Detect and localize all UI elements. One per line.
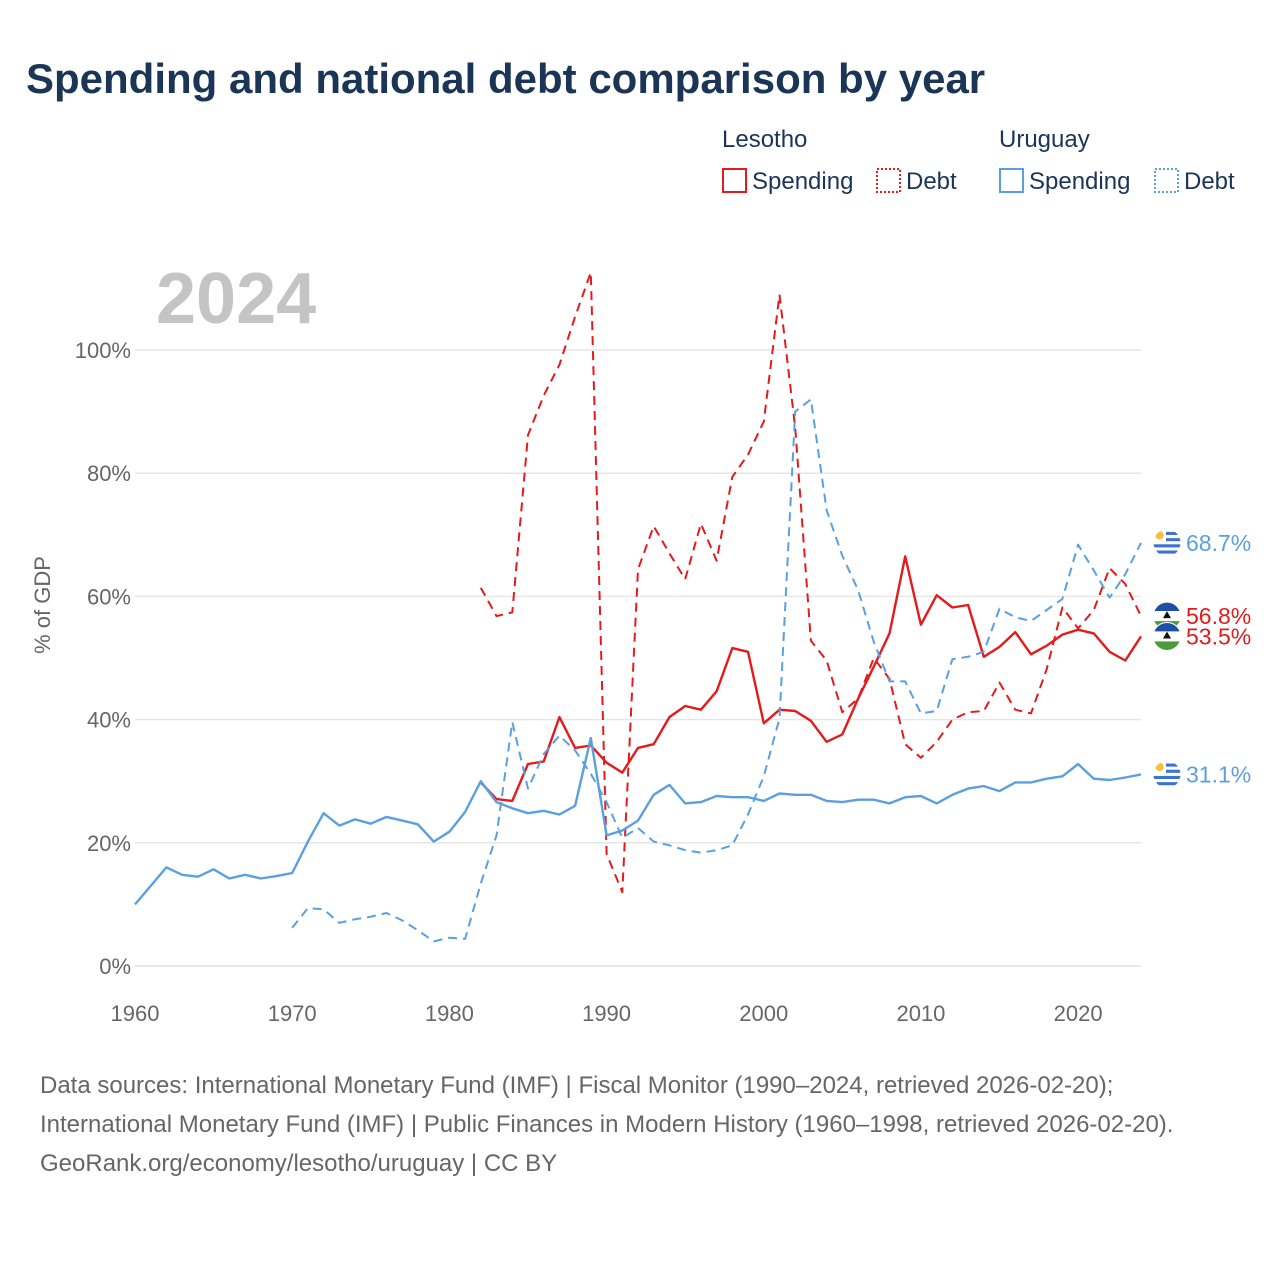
end-value-label: 31.1%: [1186, 761, 1251, 787]
legend-label-uruguay-spending: Spending: [1029, 168, 1130, 195]
series-line-uruguay-spending: [134, 736, 1142, 906]
y-tick-label: 20%: [87, 831, 131, 856]
series-line-lesotho-debt: [479, 271, 1142, 894]
y-tick-label: 60%: [87, 584, 131, 609]
x-tick-label: 2000: [739, 1001, 788, 1026]
legend-swatch-uruguay-debt: [1154, 168, 1179, 193]
year-label: 2024: [156, 259, 316, 339]
legend-group-uruguay: Uruguay: [999, 126, 1090, 153]
x-tick-label: 2010: [896, 1001, 945, 1026]
end-value-label: 56.8%: [1186, 603, 1251, 629]
legend-swatch-lesotho-debt: [876, 168, 901, 193]
uruguay-flag-icon: [1152, 759, 1182, 789]
series-line-lesotho-spending: [479, 555, 1143, 803]
legend-label-uruguay-debt: Debt: [1184, 168, 1235, 195]
legend-group-lesotho: Lesotho: [722, 126, 807, 153]
y-tick-label: 40%: [87, 708, 131, 733]
footer: Data sources: International Monetary Fun…: [40, 1066, 1240, 1183]
footer-sources: Data sources: International Monetary Fun…: [40, 1072, 1174, 1138]
x-tick-label: 1990: [582, 1001, 631, 1026]
legend-swatch-lesotho-spending: [722, 168, 747, 193]
y-tick-label: 100%: [75, 338, 131, 363]
footer-credit: GeoRank.org/economy/lesotho/uruguay | CC…: [40, 1150, 558, 1177]
x-tick-label: 2020: [1054, 1001, 1103, 1026]
legend-swatch-uruguay-spending: [999, 168, 1024, 193]
legend-label-lesotho-spending: Spending: [752, 168, 853, 195]
legend: Lesotho Spending Debt Uruguay Spending D…: [722, 126, 1235, 195]
end-value-label: 68.7%: [1186, 530, 1251, 556]
y-axis-label: % of GDP: [30, 556, 55, 654]
lesotho-flag-icon: [1152, 621, 1182, 651]
series-line-uruguay-debt: [291, 398, 1142, 943]
uruguay-flag-icon: [1152, 528, 1182, 558]
end-value-label: 53.5%: [1186, 623, 1251, 649]
legend-label-lesotho-debt: Debt: [906, 168, 957, 195]
x-tick-label: 1960: [111, 1001, 160, 1026]
x-tick-label: 1980: [425, 1001, 474, 1026]
x-tick-label: 1970: [268, 1001, 317, 1026]
chart-title: Spending and national debt comparison by…: [26, 55, 985, 102]
y-tick-label: 0%: [99, 954, 131, 979]
y-tick-label: 80%: [87, 461, 131, 486]
